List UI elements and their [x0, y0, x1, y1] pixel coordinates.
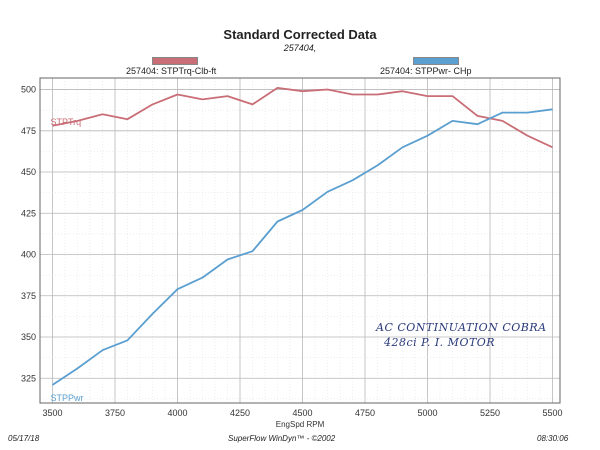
x-tick-label: 3500 [42, 408, 62, 418]
legend-label-power: 257404: STPPwr- CHp [380, 66, 472, 76]
tick-labels: 3500 3750 4000 4250 4500 4750 5000 5250 5500 325 3… [21, 85, 563, 429]
x-tick-label: 3750 [105, 408, 125, 418]
chart-subtitle: 257404, [283, 43, 317, 53]
footer-software: SuperFlow WinDyn™ - ©2002 [228, 434, 336, 443]
x-tick-label: 5000 [417, 408, 437, 418]
series-line-torque [52, 87, 553, 149]
y-tick-label: 400 [21, 250, 36, 260]
axes [39, 77, 561, 404]
x-tick-label: 4000 [167, 408, 187, 418]
footer-date: 05/17/18 [8, 434, 40, 443]
x-tick-label: 4750 [355, 408, 375, 418]
legend-label-torque: 257404: STPTrq-Clb-ft [126, 66, 217, 76]
curve-label-power: STPPwr [51, 393, 84, 403]
y-tick-label: 500 [21, 85, 36, 95]
series-lines [52, 87, 553, 386]
grid [40, 78, 560, 403]
y-tick-label: 375 [21, 291, 36, 301]
plot-frame [39, 77, 561, 404]
x-tick-label: 5500 [542, 408, 562, 418]
y-tick-label: 425 [21, 208, 36, 218]
y-tick-label: 350 [21, 332, 36, 342]
handwritten-note-line2: 428ci P. I. MOTOR [384, 336, 496, 349]
series-line-power [52, 108, 553, 386]
chart-title: Standard Corrected Data [223, 27, 377, 42]
curve-label-torque: STPTrq [51, 117, 82, 127]
y-tick-label: 450 [21, 167, 36, 177]
x-axis-label: EngSpd RPM [276, 420, 325, 429]
legend-swatch-power [413, 57, 459, 65]
x-tick-label: 4500 [292, 408, 312, 418]
x-tick-label: 5250 [480, 408, 500, 418]
legend-swatch-torque [152, 57, 198, 65]
handwritten-note-line1: AC CONTINUATION COBRA [376, 321, 547, 334]
y-tick-label: 475 [21, 126, 36, 136]
x-tick-label: 4250 [230, 408, 250, 418]
y-tick-label: 325 [21, 373, 36, 383]
footer-time: 08:30:06 [537, 434, 569, 443]
